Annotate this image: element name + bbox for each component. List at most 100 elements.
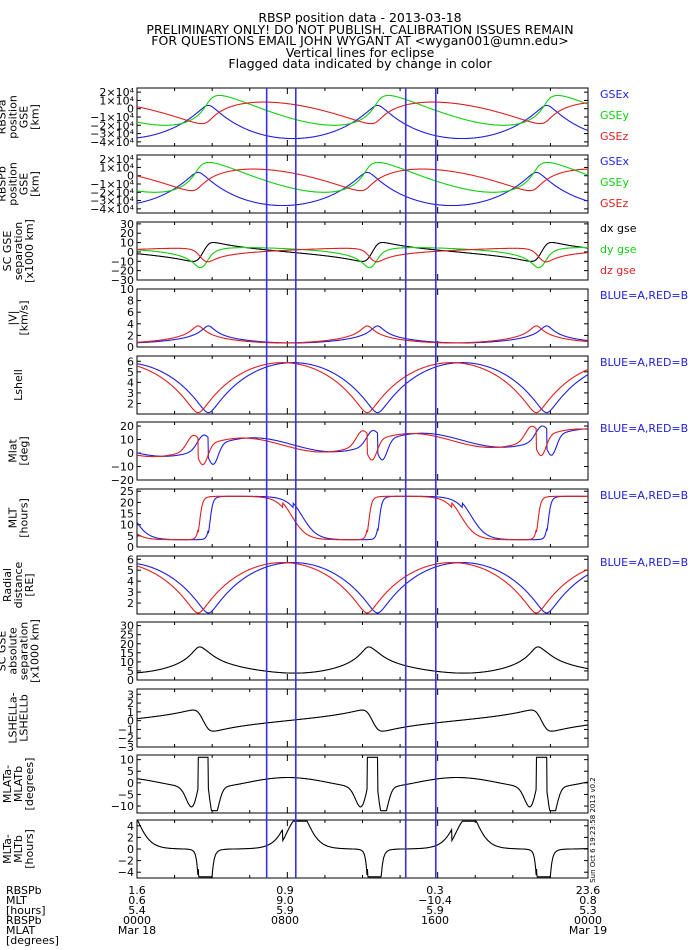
y-tick-label: −20 bbox=[111, 474, 134, 487]
y-tick-label: −2×10⁴ bbox=[90, 186, 134, 199]
y-tick-label: 1 bbox=[127, 706, 134, 719]
y-tick-label: 0 bbox=[127, 715, 134, 728]
y-tick-label: 0 bbox=[127, 170, 134, 183]
y-tick-label: 0 bbox=[127, 541, 134, 554]
footer-value: 5.9 bbox=[426, 904, 444, 917]
footer-value: −10.4 bbox=[418, 894, 452, 907]
y-axis-label: position bbox=[7, 95, 20, 139]
y-tick-label: −1×10⁴ bbox=[90, 111, 134, 124]
y-tick-label: 3 bbox=[127, 586, 134, 599]
y-tick-label: −4×10⁴ bbox=[90, 203, 134, 216]
y-axis-label: MLATa- bbox=[1, 765, 14, 803]
legend-label: GSEx bbox=[600, 88, 629, 101]
y-axis-label: GSE bbox=[18, 106, 31, 129]
y-axis-label: MLATb bbox=[12, 766, 25, 802]
series-line-1 bbox=[137, 171, 588, 207]
y-tick-label: 6 bbox=[127, 553, 134, 566]
y-tick-label: 6 bbox=[127, 306, 134, 319]
y-tick-label: 10 bbox=[120, 656, 134, 669]
y-tick-label: −30 bbox=[111, 274, 134, 287]
legend-label: dx gse bbox=[600, 222, 637, 235]
y-tick-label: 4 bbox=[127, 820, 134, 833]
y-tick-label: −10 bbox=[111, 800, 134, 813]
series-line-1 bbox=[137, 241, 588, 262]
y-axis-label: [x1000 km] bbox=[23, 219, 36, 283]
y-tick-label: 0 bbox=[127, 777, 134, 790]
series-line-1 bbox=[137, 709, 588, 732]
y-tick-label: −4 bbox=[118, 866, 134, 879]
y-tick-label: 5 bbox=[127, 530, 134, 543]
y-tick-label: 10 bbox=[120, 237, 134, 250]
y-tick-label: −2×10⁴ bbox=[90, 119, 134, 132]
y-axis-label: [degrees] bbox=[23, 758, 36, 811]
y-axis-label: Lshell bbox=[12, 369, 25, 401]
legend-label: dy gse bbox=[600, 243, 637, 256]
traces bbox=[137, 756, 588, 812]
y-axis-label: absolute bbox=[7, 627, 20, 675]
y-tick-label: 3 bbox=[127, 387, 134, 400]
legend-label: GSEz bbox=[600, 197, 628, 210]
legend-label: BLUE=A,RED=B bbox=[600, 556, 688, 569]
y-tick-label: 20 bbox=[120, 227, 134, 240]
traces bbox=[137, 362, 588, 414]
traces bbox=[137, 709, 588, 732]
y-tick-label: 15 bbox=[120, 647, 134, 660]
panel-frame bbox=[136, 87, 589, 147]
y-tick-label: 2 bbox=[127, 697, 134, 710]
y-tick-label: 5 bbox=[127, 665, 134, 678]
y-tick-label: 2×10⁴ bbox=[99, 86, 134, 99]
y-tick-label: 4 bbox=[127, 318, 134, 331]
y-tick-label: 2 bbox=[127, 831, 134, 844]
y-tick-label: 2 bbox=[127, 397, 134, 410]
footer-value: 0.9 bbox=[276, 884, 294, 897]
eclipse-lines bbox=[265, 88, 437, 878]
y-axis-label: [km/s] bbox=[18, 300, 31, 335]
series-line-1 bbox=[137, 756, 588, 812]
y-tick-label: −10 bbox=[111, 461, 134, 474]
y-tick-label: 25 bbox=[120, 629, 134, 642]
y-tick-label: −5 bbox=[118, 788, 134, 801]
title-line-1: RBSP position data - 2013-03-18 bbox=[258, 10, 462, 25]
y-tick-label: 15 bbox=[120, 508, 134, 521]
legend-label: GSEy bbox=[600, 176, 629, 189]
series-line-1 bbox=[137, 820, 588, 878]
y-tick-label: 5 bbox=[127, 765, 134, 778]
title-line-4: Vertical lines for eclipse bbox=[285, 44, 435, 60]
panel-12: 420−2−4 MLTa-MLTb[hours] bbox=[1, 819, 589, 879]
y-tick-label: 0 bbox=[127, 843, 134, 856]
y-axis-label: LSHELLb bbox=[18, 694, 31, 742]
legend-label: BLUE=A,RED=B bbox=[600, 289, 688, 302]
series-line-1 bbox=[137, 646, 588, 674]
y-axis-label: separation bbox=[18, 622, 31, 681]
footer-value: 0.8 bbox=[579, 894, 597, 907]
footer-value: 5.4 bbox=[128, 904, 146, 917]
y-axis-label: [x1000 km] bbox=[29, 619, 42, 683]
y-axis-label: [km] bbox=[29, 171, 42, 197]
y-tick-label: 0 bbox=[127, 447, 134, 460]
y-tick-label: 20 bbox=[120, 638, 134, 651]
y-tick-label: 30 bbox=[120, 218, 134, 231]
series-line-3 bbox=[137, 168, 588, 192]
y-tick-label: 10 bbox=[120, 283, 134, 296]
series-line-2 bbox=[137, 362, 588, 414]
footer-date: Mar 19 bbox=[568, 924, 608, 937]
title-line-5: Flagged data indicated by change in colo… bbox=[228, 56, 492, 71]
footer-value: 0.3 bbox=[426, 884, 444, 897]
series-line-2 bbox=[137, 247, 588, 269]
y-axis-label: Radial bbox=[1, 568, 14, 602]
footer-value: 5.3 bbox=[579, 904, 597, 917]
y-tick-label: −1×10⁴ bbox=[90, 178, 134, 191]
y-axis-label: GSE bbox=[18, 173, 31, 196]
y-tick-label: 8 bbox=[127, 295, 134, 308]
traces bbox=[137, 425, 588, 466]
y-tick-label: 2×10⁴ bbox=[99, 153, 134, 166]
y-tick-label: −10 bbox=[111, 255, 134, 268]
y-tick-label: 5 bbox=[127, 366, 134, 379]
y-axis-label: MLTa- bbox=[1, 834, 14, 864]
y-tick-label: 5 bbox=[127, 564, 134, 577]
series-line-1 bbox=[137, 104, 588, 140]
traces bbox=[137, 161, 588, 207]
series-line-2 bbox=[137, 562, 588, 614]
